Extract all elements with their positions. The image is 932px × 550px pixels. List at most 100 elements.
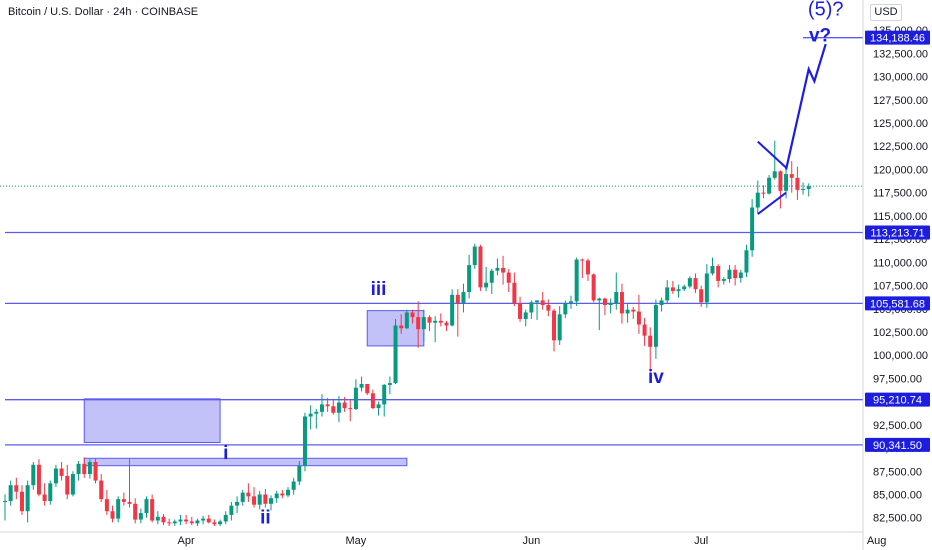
- candle-body: [99, 480, 104, 500]
- y-tick-label: 82,500.00: [873, 513, 922, 525]
- candle-body: [399, 325, 404, 329]
- candle-body: [789, 174, 794, 178]
- candle-body: [687, 278, 692, 287]
- candle-body: [489, 270, 494, 283]
- y-tick-label: 110,000.00: [873, 257, 927, 269]
- triangle-line-0: [757, 140, 787, 169]
- price-axis[interactable]: 82,500.0085,000.0087,500.0090,000.0092,5…: [862, 0, 932, 550]
- candle-body: [263, 494, 268, 504]
- candle-body: [291, 481, 296, 490]
- candle-body: [14, 485, 19, 492]
- candle-body: [144, 499, 149, 514]
- candle-body: [393, 325, 398, 384]
- candle-body: [506, 272, 511, 283]
- candle-body: [155, 516, 160, 521]
- candle-body: [353, 387, 358, 410]
- level-tag-label-4: 90,341.50: [873, 440, 922, 452]
- candle-body: [716, 266, 721, 281]
- candle-body: [421, 317, 426, 330]
- candle-body: [795, 177, 800, 190]
- candle-body: [240, 492, 245, 502]
- currency-label[interactable]: USD: [870, 4, 902, 21]
- y-tick-label: 125,000.00: [873, 118, 928, 130]
- candle-body: [557, 314, 562, 341]
- candle-body: [574, 259, 579, 302]
- candle-body: [297, 465, 302, 482]
- candle-body: [286, 489, 290, 496]
- candle-body: [670, 287, 675, 292]
- candle-body: [348, 408, 353, 410]
- candle-body: [642, 324, 647, 336]
- candle-body: [738, 272, 743, 279]
- candle-body: [104, 499, 109, 512]
- level-tag-label-1: 113,213.71: [870, 227, 924, 239]
- candle-body: [161, 516, 166, 523]
- candle-body: [387, 383, 392, 385]
- candle-body: [761, 192, 766, 194]
- candle-body: [744, 250, 749, 273]
- candle-body: [704, 273, 709, 303]
- candle-body: [70, 474, 75, 495]
- projection-path: [785, 43, 827, 170]
- candle-body: [36, 464, 41, 495]
- candle-body: [750, 207, 755, 251]
- y-tick-label: 85,000.00: [873, 489, 922, 501]
- candle-body: [246, 492, 251, 497]
- candle-body: [540, 300, 545, 306]
- wave-label-1: ii: [260, 507, 271, 528]
- candle-body: [280, 493, 285, 496]
- candle-body: [733, 269, 738, 279]
- candle-body: [755, 192, 760, 208]
- candle-body: [608, 303, 613, 306]
- candle-body: [59, 468, 64, 476]
- candle-body: [693, 278, 698, 290]
- candle-body: [252, 496, 257, 505]
- wave-label-2: iii: [371, 279, 387, 300]
- level-tag-label-0: 134,188.46: [870, 33, 925, 45]
- candle-body: [461, 292, 466, 304]
- candle-body: [331, 406, 336, 413]
- candle-body: [455, 294, 460, 304]
- level-tag-2: [865, 296, 930, 311]
- level-tag-1: [865, 225, 930, 240]
- x-tick-label: Jun: [523, 535, 541, 547]
- y-tick-label: 102,500.00: [873, 327, 928, 339]
- candle-body: [602, 298, 607, 306]
- candle-body: [172, 521, 177, 524]
- candle-body: [319, 404, 324, 412]
- candle-body: [523, 312, 528, 319]
- candle-body: [269, 498, 274, 504]
- candle-body: [82, 463, 87, 475]
- candle-body: [529, 302, 534, 313]
- candle-body: [614, 292, 619, 304]
- candle-body: [591, 274, 596, 301]
- wave-label-0: i: [223, 443, 228, 464]
- candle-body: [93, 461, 98, 481]
- candle-body: [585, 260, 590, 275]
- candle-body: [659, 300, 664, 306]
- price-axis-bg: [863, 0, 932, 550]
- time-axis[interactable]: Apr May Jun Jul Aug: [0, 531, 886, 547]
- y-tick-label: 97,500.00: [873, 373, 922, 385]
- zones-layer: [83, 310, 425, 467]
- candle-body: [778, 171, 783, 191]
- candle-body: [229, 505, 234, 515]
- y-tick-label: 132,500.00: [873, 48, 928, 60]
- candle-body: [223, 514, 228, 522]
- candle-body: [121, 499, 126, 502]
- candle-body: [184, 519, 189, 522]
- y-tick-label: 120,000.00: [873, 164, 928, 176]
- candle-body: [87, 461, 92, 475]
- chart-title: Bitcoin / U.S. Dollar · 24h · COINBASE: [8, 6, 199, 18]
- candle-body: [478, 246, 483, 288]
- candle-body: [648, 335, 653, 347]
- candle-body: [665, 287, 670, 301]
- level-tag-3: [865, 392, 930, 407]
- candle-body: [382, 384, 387, 405]
- candle-body: [444, 322, 449, 326]
- candle-body: [274, 493, 279, 499]
- candle-body: [8, 485, 13, 501]
- candle-body: [721, 279, 726, 281]
